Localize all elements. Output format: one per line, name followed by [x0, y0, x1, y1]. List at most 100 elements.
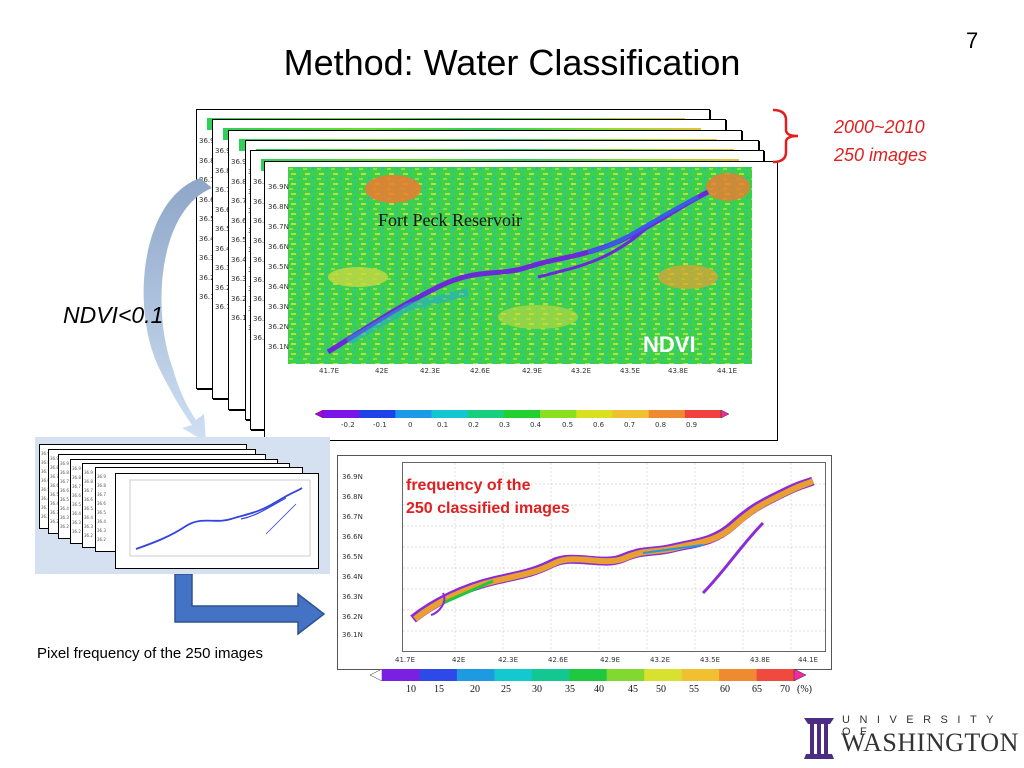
x-tick-label: 43.2E — [650, 656, 671, 664]
y-tick-label: 36.7N — [342, 513, 363, 521]
colorbar-tick-label: 0.1 — [437, 421, 449, 429]
x-tick-label: 43.2E — [571, 367, 592, 375]
page-number: 7 — [966, 28, 979, 53]
colorbar-segment — [606, 669, 645, 681]
colorbar-segment — [382, 669, 420, 681]
colorbar-tick-label: 70 — [780, 684, 790, 695]
y-tick-label: 36.8N — [342, 493, 363, 501]
colorbar-segment — [395, 410, 432, 418]
reservoir-label: Fort Peck Reservoir — [378, 210, 522, 230]
x-tick-label: 42E — [452, 656, 466, 664]
frequency-map-frame: 36.9N 36.8N 36.7N 36.6N 36.5N 36.4N 36.3… — [337, 455, 832, 670]
y-tick-label: 36.5N — [342, 553, 363, 561]
colorbar-tick-label: 45 — [628, 684, 638, 695]
x-tick-label: 42.6E — [470, 367, 491, 375]
university-logo: UNIVERSITY OF WASHINGTON — [802, 714, 1018, 760]
colorbar-segment — [569, 669, 608, 681]
colorbar-segment — [681, 669, 720, 681]
slide-title: Method: Water Classification — [283, 42, 741, 83]
x-tick-label: 42E — [375, 367, 389, 375]
y-tick-label: 36.2N — [268, 323, 289, 331]
y-tick-label: 36.2N — [342, 613, 363, 621]
colorbar-tick-label: 0 — [408, 421, 413, 429]
y-tick-label: 36.5N — [268, 263, 289, 271]
colorbar-right-arrow — [720, 410, 729, 418]
y-tick-label: 36.6N — [342, 533, 363, 541]
year-range: 2000~2010 — [834, 117, 925, 137]
colorbar-left-arrow — [315, 410, 324, 418]
colorbar-tick-label: 25 — [501, 684, 511, 695]
y-tick-label: 36.3N — [342, 593, 363, 601]
colorbar-segment — [323, 410, 360, 418]
colorbar-tick-label: 0.5 — [562, 421, 574, 429]
colorbar-tick-label: 55 — [689, 684, 699, 695]
x-tick-label: 42.6E — [548, 656, 569, 664]
pixel-frequency-caption: Pixel frequency of the 250 images — [37, 645, 263, 662]
colorbar-segment — [419, 669, 458, 681]
colorbar-tick-label: 0.6 — [593, 421, 605, 429]
bracket-icon — [772, 108, 799, 164]
y-tick-label: 36.9N — [268, 183, 289, 191]
y-tick-label: 36.9N — [342, 473, 363, 481]
classified-image-stack: 36.9 36.8 36.7 36.6 36.5 36.4 36.3 36.2 36.9 36.… — [35, 437, 330, 574]
colorbar-tick-label: 10 — [406, 684, 416, 695]
classified-frame — [115, 473, 319, 569]
logo-bottom-text: WASHINGTON — [841, 728, 1019, 757]
frequency-map — [402, 462, 826, 652]
colorbar-segment — [719, 669, 757, 681]
colorbar-segment — [494, 669, 533, 681]
logo-top-text: UNIVERSITY OF — [842, 714, 1003, 738]
x-tick-label: 43.8E — [750, 656, 771, 664]
colorbar-left-arrow — [370, 669, 383, 681]
colorbar-tick-label: 50 — [656, 684, 666, 695]
y-tick-label: 36.4N — [268, 283, 289, 291]
y-tick-label: 36.1N — [342, 631, 363, 639]
colorbar-tick-label: 30 — [532, 684, 542, 695]
image-count: 250 images — [834, 145, 928, 165]
colorbar-tick-label: 40 — [594, 684, 604, 695]
y-tick-label: 36.8N — [268, 203, 289, 211]
colorbar-segment — [756, 669, 795, 681]
threshold-label: NDVI<0.1 — [63, 302, 164, 328]
colorbar-tick-label: 20 — [470, 684, 480, 695]
elbow-arrow-icon — [174, 574, 326, 636]
x-tick-label: 44.1E — [798, 656, 819, 664]
colorbar-tick-label: 0.7 — [624, 421, 636, 429]
x-tick-label: 42.3E — [420, 367, 441, 375]
ndvi-tag: NDVI — [643, 332, 696, 357]
colorbar-segment — [684, 410, 722, 418]
curved-arrow-icon — [143, 178, 212, 442]
colorbar-tick-label: 0.9 — [686, 421, 698, 429]
y-tick-label: 36.6N — [268, 243, 289, 251]
colorbar-tick-label: 15 — [434, 684, 444, 695]
colorbar-tick-label: 65 — [752, 684, 762, 695]
ndvi-colorbar — [315, 410, 729, 418]
colorbar-tick-label: 0.8 — [655, 421, 667, 429]
colorbar-tick-label: -0.2 — [341, 421, 355, 429]
colorbar-tick-label: 0.4 — [530, 421, 542, 429]
y-tick-label: 36.1N — [268, 343, 289, 351]
colorbar-tick-label: -0.1 — [373, 421, 387, 429]
colorbar-segment — [540, 410, 577, 418]
x-tick-label: 43.5E — [620, 367, 641, 375]
y-tick-label: 36.7N — [268, 223, 289, 231]
colorbar-segment — [431, 410, 469, 418]
colorbar-segment — [467, 410, 505, 418]
colorbar-segment — [576, 410, 613, 418]
y-tick-label: 36.4N — [342, 573, 363, 581]
stack-annotation: 2000~2010 250 images — [834, 113, 927, 169]
ndvi-map — [288, 167, 752, 364]
classified-water-map — [129, 479, 311, 557]
colorbar-tick-label: 0.3 — [499, 421, 511, 429]
colorbar-segment — [531, 669, 570, 681]
colorbar-unit-label: (%) — [797, 684, 812, 695]
colorbar-segment — [359, 410, 396, 418]
frequency-caption-line1: frequency of the — [406, 477, 531, 494]
x-tick-label: 42.9E — [600, 656, 621, 664]
x-tick-label: 42.9E — [522, 367, 543, 375]
frequency-caption: frequency of the 250 classified images — [406, 474, 570, 520]
colorbar-tick-label: 60 — [720, 684, 730, 695]
x-tick-label: 43.5E — [700, 656, 721, 664]
colorbar-segment — [503, 410, 541, 418]
uw-emblem-icon — [804, 718, 834, 759]
